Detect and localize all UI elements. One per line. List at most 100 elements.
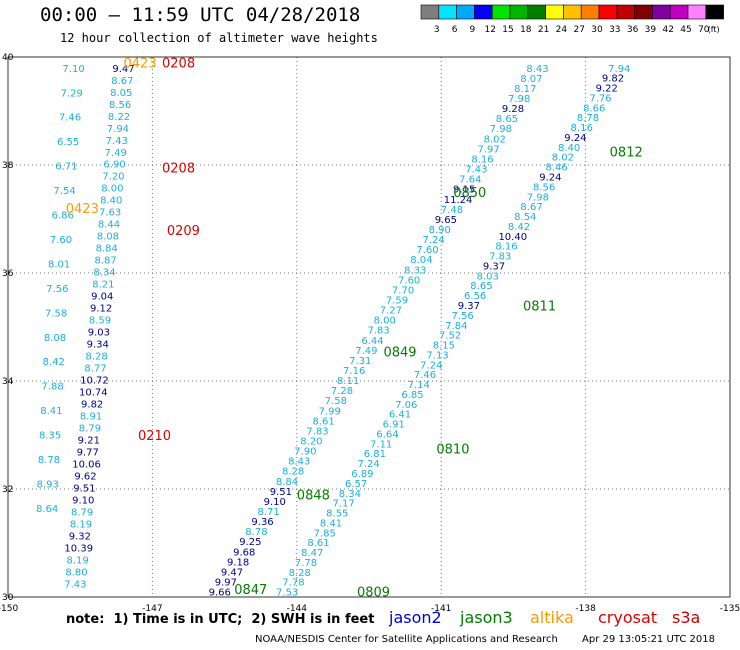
wave-height-value: 7.70	[392, 285, 414, 296]
wave-height-value: 8.08	[97, 232, 119, 243]
wave-height-value: 9.32	[69, 532, 91, 543]
wave-height-value: 10.40	[498, 232, 527, 243]
wave-height-value: 7.98	[527, 192, 549, 203]
longitude-tick-label: -138	[575, 604, 596, 614]
wave-height-value: 7.64	[459, 175, 481, 186]
pass-time-label: 0209	[167, 224, 200, 239]
wave-height-value: 7.24	[358, 459, 380, 470]
wave-height-value: 7.46	[414, 370, 436, 381]
wave-height-value: 8.71	[258, 507, 280, 518]
wave-height-value: 7.52	[439, 331, 461, 342]
wave-height-value: 9.62	[74, 472, 96, 483]
wave-height-value: 8.78	[38, 455, 60, 466]
longitude-tick-label: -141	[431, 604, 451, 614]
legend-tick-label: 9	[470, 25, 476, 35]
wave-height-value: 8.34	[339, 489, 361, 500]
wave-height-value: 9.82	[602, 74, 624, 85]
wave-height-value: 7.60	[50, 235, 72, 246]
wave-height-value: 7.83	[489, 252, 511, 263]
wave-height-value: 7.24	[420, 360, 442, 371]
wave-height-value: 6.85	[401, 390, 423, 401]
legend-tick-label: 27	[573, 25, 584, 35]
wave-height-value: 8.03	[477, 271, 499, 282]
wave-height-value: 7.84	[445, 321, 467, 332]
wave-height-value: 7.98	[490, 124, 512, 135]
wave-height-value: 7.97	[477, 144, 499, 155]
wave-height-value: 8.01	[48, 259, 70, 270]
wave-height-value: 9.22	[596, 84, 618, 95]
wave-height-value: 7.28	[331, 386, 353, 397]
wave-height-value: 10.74	[79, 388, 108, 399]
wave-height-value: 7.24	[422, 235, 444, 246]
wave-height-value: 8.16	[571, 123, 593, 134]
wave-height-value: 9.28	[502, 104, 524, 115]
wave-height-value: 7.90	[294, 447, 316, 458]
wave-height-value: 7.56	[452, 311, 474, 322]
wave-height-value: 8.56	[109, 100, 131, 111]
map-frame	[7, 56, 731, 598]
wave-height-value: 8.59	[89, 316, 111, 327]
wave-height-value: 8.05	[110, 88, 132, 99]
wave-height-value: 9.47	[221, 567, 243, 578]
wave-height-value: 8.08	[44, 333, 66, 344]
wave-height-value: 9.82	[81, 400, 103, 411]
wave-height-value: 7.85	[314, 528, 336, 539]
pass-time-label: 0850	[453, 186, 486, 201]
wave-height-value: 7.49	[355, 346, 377, 357]
longitude-tick-label: -144	[287, 604, 308, 614]
wave-height-value: 6.64	[376, 429, 398, 440]
wave-height-value: 8.80	[65, 568, 87, 579]
pass-time-label: 0849	[383, 345, 416, 360]
wave-height-value: 10.39	[64, 544, 93, 555]
latitude-tick-label: 30	[2, 593, 14, 603]
wave-height-value: 11.24	[444, 195, 473, 206]
wave-height-value: 8.64	[36, 504, 58, 515]
wave-height-value: 7.60	[416, 245, 438, 256]
wave-height-value: 8.00	[101, 184, 123, 195]
wave-height-value: 7.58	[325, 396, 347, 407]
wave-height-value: 8.28	[86, 352, 108, 363]
wave-height-value: 8.90	[429, 225, 451, 236]
wave-height-value: 6.90	[103, 160, 125, 171]
wave-height-value: 7.43	[64, 580, 86, 591]
wave-height-value: 6.81	[364, 449, 386, 460]
wave-height-color-legend: 3 6 9 12 15 18 21 24 27 30 33 36 39 42 45 70(ft)	[420, 4, 724, 35]
wave-height-value: 7.76	[589, 93, 611, 104]
wave-height-value: 10.06	[72, 460, 101, 471]
wave-height-value: 8.34	[93, 268, 115, 279]
wave-height-value: 8.28	[289, 568, 311, 579]
wave-height-value: 7.13	[426, 350, 448, 361]
mission-altika: altika	[530, 608, 574, 627]
wave-height-value: 8.41	[40, 406, 62, 417]
legend-tick-label: 3	[434, 25, 440, 35]
legend-tick-label: 18	[520, 25, 532, 35]
wave-height-value: 8.93	[37, 479, 59, 490]
wave-height-value: 7.60	[398, 275, 420, 286]
wave-height-value: 6.41	[389, 410, 411, 421]
pass-time-label: 0809	[357, 586, 390, 601]
wave-height-value: 8.91	[80, 412, 102, 423]
wave-height-value: 9.03	[88, 328, 110, 339]
pass-time-label: 0208	[162, 56, 195, 71]
wave-height-value: 9.24	[539, 173, 561, 184]
wave-height-value: 7.16	[343, 366, 365, 377]
wave-height-value: 7.49	[105, 148, 127, 159]
longitude-tick-label: -150	[0, 604, 18, 614]
wave-height-value: 8.15	[433, 341, 455, 352]
wave-height-value: 8.54	[514, 212, 536, 223]
wave-height-value: 9.37	[458, 301, 480, 312]
wave-height-value: 8.55	[326, 509, 348, 520]
wave-height-value: 9.66	[209, 588, 231, 599]
wave-height-value: 7.54	[53, 186, 75, 197]
wave-height-value: 8.07	[520, 74, 542, 85]
pass-time-label: 0848	[297, 488, 330, 503]
wave-height-value: 8.43	[526, 64, 548, 75]
wave-height-value: 8.33	[404, 265, 426, 276]
wave-height-value: 7.63	[99, 208, 121, 219]
legend-tick-label: 15	[502, 25, 513, 35]
wave-height-value: 9.36	[251, 517, 273, 528]
wave-height-value: 7.53	[276, 588, 298, 599]
wave-height-value: 8.56	[533, 182, 555, 193]
wave-height-value: 7.17	[332, 499, 354, 510]
